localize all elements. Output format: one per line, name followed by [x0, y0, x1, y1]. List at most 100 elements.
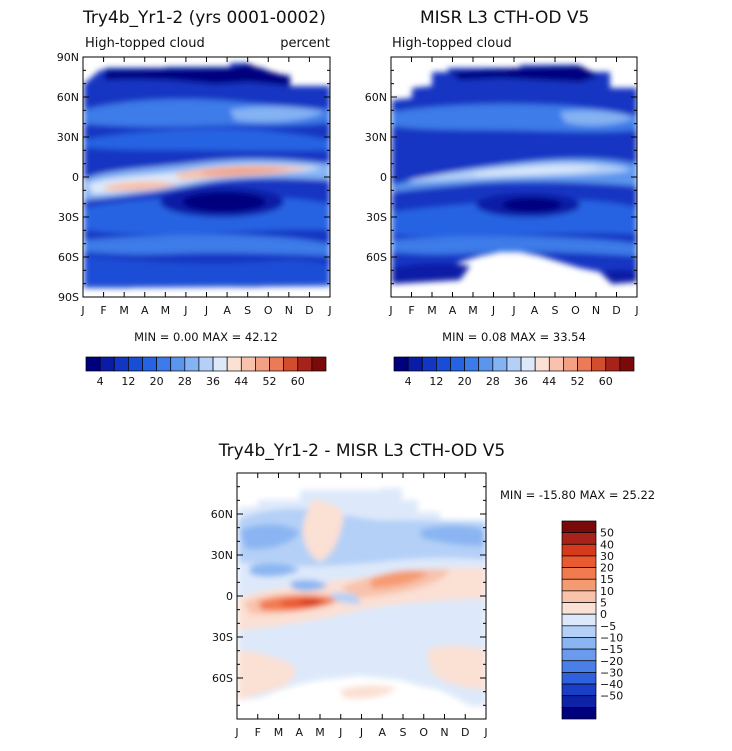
x-tick-label: J	[338, 726, 342, 739]
colorbar-cell	[577, 356, 592, 372]
colorbar-cell	[436, 356, 451, 372]
panel-c-field	[238, 488, 486, 706]
panel-a-contours	[84, 63, 330, 288]
y-tick-label: 30S	[58, 211, 79, 224]
colorbar-cell	[548, 356, 564, 372]
colorbar-cell	[563, 356, 578, 372]
colorbar-cell	[156, 356, 172, 372]
panel-b-title: MISR L3 CTH-OD V5	[420, 8, 589, 28]
colorbar-cell	[605, 356, 621, 372]
colorbar-label: 12	[429, 375, 443, 388]
colorbar-label: 5	[600, 597, 607, 610]
x-tick-label: A	[378, 726, 386, 739]
y-tick-label: 60N	[57, 91, 79, 104]
panel-a-itcz-peak	[200, 166, 290, 175]
colorbar-cell	[561, 683, 597, 697]
colorbar-label: 4	[97, 375, 104, 388]
colorbar-cell	[561, 578, 597, 592]
y-tick-label: 0	[380, 171, 387, 184]
colorbar-cell	[99, 356, 115, 372]
panel-a-arctic-core	[105, 64, 290, 86]
colorbar-label: −40	[600, 678, 623, 691]
colorbar-cell	[407, 356, 423, 372]
panel-c-contours	[238, 488, 486, 706]
colorbar-label: 52	[571, 375, 585, 388]
panel-b-stats: MIN = 0.08 MAX = 33.54	[442, 330, 586, 344]
y-tick-label: 30N	[365, 131, 387, 144]
panel-a-itcz-warm-a	[105, 181, 178, 191]
colorbar-label: 28	[178, 375, 192, 388]
y-tick-label: 0	[72, 171, 79, 184]
x-tick-label: N	[285, 304, 293, 317]
y-tick-label: 0	[226, 590, 233, 603]
x-tick-label: S	[400, 726, 407, 739]
colorbar-cell	[561, 648, 597, 662]
panel-c-nh-blue-dark	[240, 524, 484, 577]
x-tick-label: M	[315, 726, 325, 739]
x-tick-label: F	[255, 726, 261, 739]
colorbar-label: 36	[514, 375, 528, 388]
colorbar-label: 36	[206, 375, 220, 388]
x-tick-label: F	[100, 304, 106, 317]
panel-c-sh-red-light	[340, 685, 396, 699]
colorbar-label: 50	[600, 527, 614, 540]
x-tick-label: J	[204, 304, 208, 317]
x-tick-label: A	[141, 304, 149, 317]
colorbar-cell	[478, 356, 494, 372]
x-tick-label: J	[80, 304, 84, 317]
colorbar-cell	[619, 356, 635, 372]
colorbar-cell	[464, 356, 480, 372]
panel-c-sh-red	[238, 645, 486, 700]
x-tick-label: J	[359, 726, 363, 739]
colorbar-cell	[561, 695, 597, 708]
colorbar-cell	[255, 356, 270, 372]
colorbar-label: 0	[600, 608, 607, 621]
colorbar-label: −20	[600, 655, 623, 668]
panel-c-title: Try4b_Yr1-2 - MISR L3 CTH-OD V5	[218, 441, 505, 461]
colorbar-cell	[561, 590, 597, 603]
panel-a-sh-midband	[84, 234, 330, 256]
colorbar-label: 40	[600, 538, 614, 551]
panel-b-nh-light	[560, 110, 635, 126]
panel-a-colorbar: 4 12 20 28 36 44 52 60	[85, 356, 327, 388]
panel-b-antarctic	[392, 263, 637, 284]
panel-c-red-30	[300, 598, 322, 606]
colorbar-label: 30	[600, 550, 614, 563]
colorbar-cell	[561, 602, 597, 615]
x-tick-label: J	[388, 304, 392, 317]
panel-b-subtitle-left: High-topped cloud	[392, 36, 512, 51]
panel-b-contours	[392, 65, 637, 284]
colorbar-cell	[561, 567, 597, 580]
panel-b-itcz-core	[470, 166, 600, 176]
colorbar-cell	[113, 356, 129, 372]
y-tick-label: 90S	[58, 291, 79, 304]
x-tick-label: A	[295, 726, 303, 739]
x-tick-label: S	[244, 304, 251, 317]
x-tick-label: J	[483, 726, 487, 739]
x-tick-label: J	[511, 304, 515, 317]
colorbar-cell	[561, 543, 597, 557]
panel-c-stats: MIN = -15.80 MAX = 25.22	[500, 488, 655, 502]
colorbar-label: 20	[600, 562, 614, 575]
panel-a-stats: MIN = 0.00 MAX = 42.12	[134, 330, 278, 344]
colorbar-cell	[534, 356, 550, 372]
colorbar-label: 15	[600, 573, 614, 586]
y-tick-label: 60N	[211, 508, 233, 521]
colorbar-cell	[561, 637, 597, 650]
x-tick-label: M	[427, 304, 437, 317]
colorbar-label: −15	[600, 643, 623, 656]
colorbar-cell	[240, 356, 256, 372]
colorbar-cell	[226, 356, 242, 372]
colorbar-cell	[128, 356, 143, 372]
y-tick-label: 60S	[212, 672, 233, 685]
colorbar-cell	[492, 356, 508, 372]
y-tick-label: 90N	[57, 51, 79, 64]
x-tick-label: J	[491, 304, 495, 317]
panel-a-subtitle-left: High-topped cloud	[85, 36, 205, 51]
colorbar-label: 60	[599, 375, 613, 388]
colorbar-cell	[198, 356, 214, 372]
colorbar-cell	[297, 356, 313, 372]
